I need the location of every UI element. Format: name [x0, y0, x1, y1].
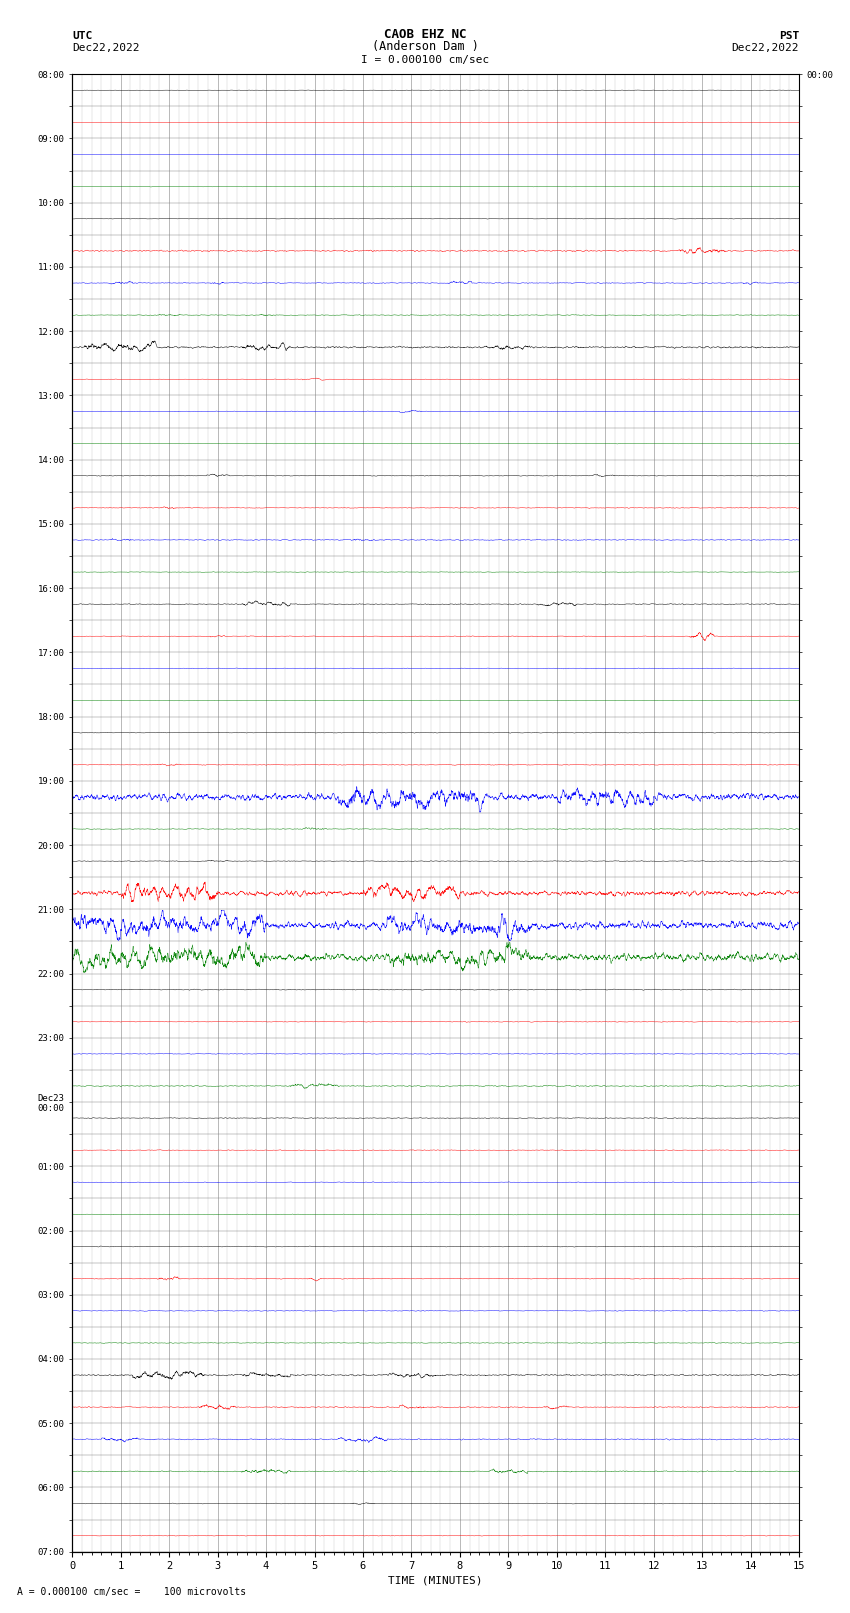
Text: A = 0.000100 cm/sec =    100 microvolts: A = 0.000100 cm/sec = 100 microvolts: [17, 1587, 246, 1597]
Text: Dec22,2022: Dec22,2022: [732, 44, 799, 53]
Text: PST: PST: [779, 31, 799, 40]
Text: (Anderson Dam ): (Anderson Dam ): [371, 40, 479, 53]
X-axis label: TIME (MINUTES): TIME (MINUTES): [388, 1576, 483, 1586]
Text: Dec22,2022: Dec22,2022: [72, 44, 139, 53]
Text: CAOB EHZ NC: CAOB EHZ NC: [383, 27, 467, 40]
Text: I = 0.000100 cm/sec: I = 0.000100 cm/sec: [361, 55, 489, 65]
Text: UTC: UTC: [72, 31, 93, 40]
